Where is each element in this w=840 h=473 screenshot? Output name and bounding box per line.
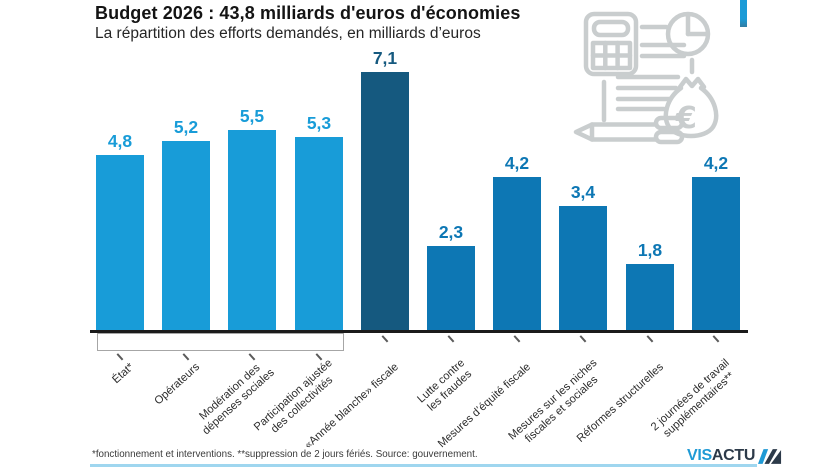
axis-tick xyxy=(248,353,256,361)
category-label: Opérateurs xyxy=(152,361,203,408)
bar-value-label: 1,8 xyxy=(637,240,663,260)
bar xyxy=(228,130,276,330)
axis-tick xyxy=(513,335,521,343)
bar-value-label: 5,5 xyxy=(239,106,265,126)
bar-value-label: 5,3 xyxy=(306,113,332,133)
bar xyxy=(96,155,144,330)
visactu-logo-mark xyxy=(758,448,782,464)
bar-value-label: 4,2 xyxy=(504,153,530,173)
first-four-group-box xyxy=(97,333,344,351)
logo-text-actu: ACTU xyxy=(711,447,756,464)
axis-tick xyxy=(712,335,720,343)
category-label: Mesures sur les niches fiscales et social… xyxy=(505,357,600,445)
pencil-icon xyxy=(573,115,685,145)
bar-value-label: 7,1 xyxy=(372,48,398,68)
bar xyxy=(559,206,607,330)
bar xyxy=(361,72,409,330)
axis-tick xyxy=(182,353,190,361)
category-label: Réformes structurelles xyxy=(574,361,667,445)
bar xyxy=(692,177,740,330)
visactu-logo: VISACTU xyxy=(687,447,782,465)
category-label: Mesures d’équité fiscale xyxy=(435,361,534,451)
corner-accent-bar xyxy=(740,0,747,27)
axis-tick xyxy=(579,335,587,343)
axis-tick xyxy=(315,353,323,361)
page-title: Budget 2026 : 43,8 milliards d'euros d'é… xyxy=(95,3,521,23)
category-label: État* xyxy=(109,361,137,387)
bar-value-label: 2,3 xyxy=(438,222,464,242)
bar-value-label: 5,2 xyxy=(173,117,199,137)
bar xyxy=(295,137,343,330)
bar xyxy=(162,141,210,330)
logo-text-vis: VIS xyxy=(687,447,712,464)
bar xyxy=(493,177,541,330)
x-axis-line xyxy=(90,330,748,333)
category-label: Participation ajustée des collectivités xyxy=(252,357,336,436)
page-subtitle: La répartition des efforts demandés, en … xyxy=(95,25,481,42)
document-lines-icon xyxy=(601,24,695,123)
footnote-source: *fonctionnement et interventions. **supp… xyxy=(92,449,478,460)
bar-value-label: 4,8 xyxy=(107,131,133,151)
axis-tick xyxy=(116,353,124,361)
category-label: 2 journées de travail supplémentaires** xyxy=(649,357,737,440)
bar-value-label: 3,4 xyxy=(570,182,596,202)
category-label: «Année blanche» fiscale xyxy=(302,361,402,452)
budget-illustration: € xyxy=(568,6,738,146)
bottom-rule xyxy=(90,464,757,467)
bar-value-label: 4,2 xyxy=(703,153,729,173)
axis-tick xyxy=(447,335,455,343)
bar xyxy=(626,264,674,330)
calculator-icon xyxy=(583,11,639,77)
axis-tick xyxy=(646,335,654,343)
category-label: Lutte contre les fraudes xyxy=(415,357,474,414)
pie-chart-icon xyxy=(665,11,711,57)
axis-tick xyxy=(381,335,389,343)
category-label: Modération des dépenses sociales xyxy=(197,361,277,437)
bar xyxy=(427,246,475,330)
